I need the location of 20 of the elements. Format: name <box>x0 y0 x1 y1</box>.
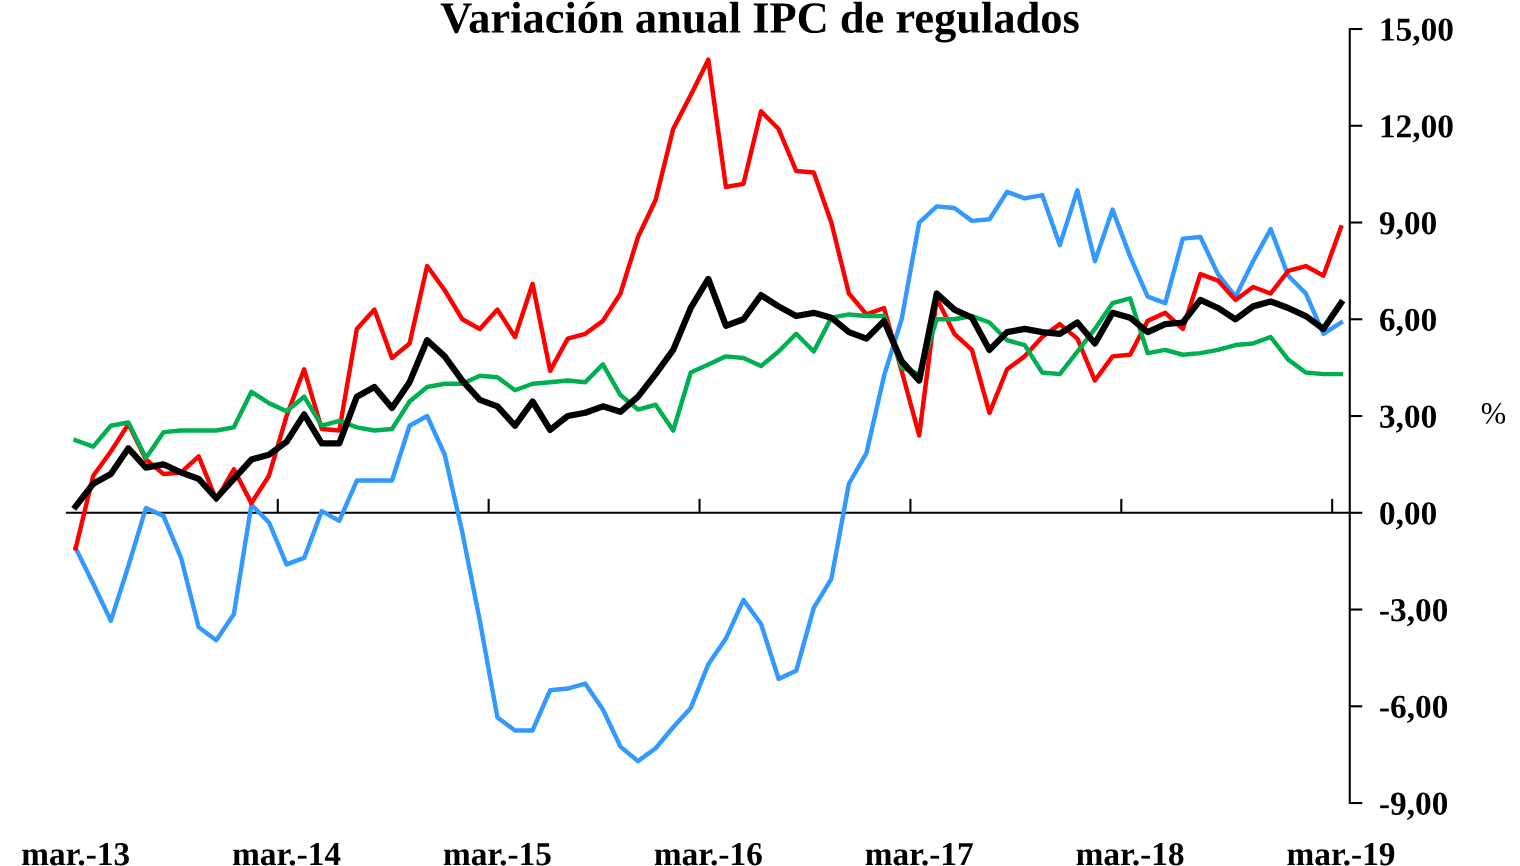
x-tick-label: mar.-19 <box>1287 842 1395 866</box>
y-tick-label: 9,00 <box>1379 211 1436 240</box>
line-series <box>73 188 1344 764</box>
x-tick-label: mar.-18 <box>1076 842 1184 866</box>
chart-title: Variación anual IPC de regulados <box>440 1 1079 43</box>
x-tick-label: mar.-14 <box>232 843 341 866</box>
x-tick-label: mar.-16 <box>654 842 762 866</box>
y-tick-label: -9,00 <box>1380 792 1448 820</box>
y-tick-label: 3,00 <box>1380 405 1436 433</box>
x-tick-label: mar.-13 <box>22 842 129 866</box>
x-tick-label: mar.-15 <box>443 843 551 866</box>
y-tick-label: 6,00 <box>1380 308 1436 336</box>
y-tick-label: -6,00 <box>1380 695 1448 724</box>
y-tick-label: 12,00 <box>1381 115 1453 143</box>
line-series <box>73 296 1344 461</box>
x-tick-label: mar.-17 <box>865 843 973 866</box>
y-tick-label: 15,00 <box>1381 18 1453 46</box>
y-tick-label: -3,00 <box>1380 598 1448 627</box>
y-tick-label: 0,00 <box>1380 502 1436 530</box>
y-axis-title: % <box>1481 403 1506 424</box>
